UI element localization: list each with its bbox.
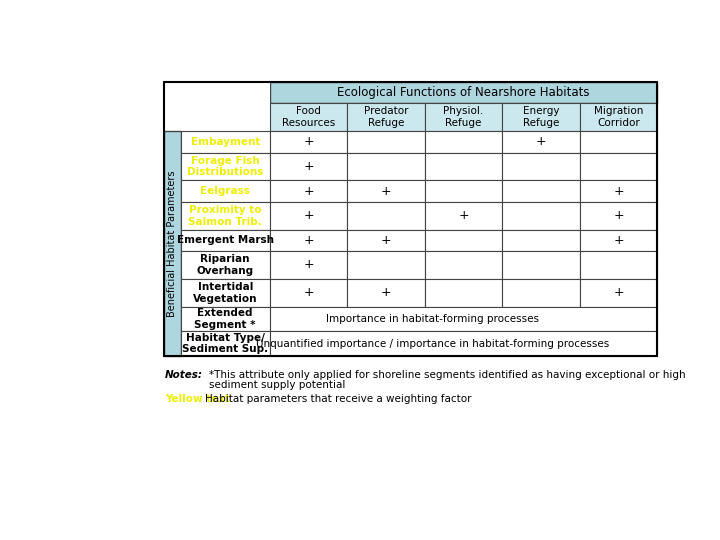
Text: +: + xyxy=(536,136,546,148)
Text: Beneficial Habitat Parameters: Beneficial Habitat Parameters xyxy=(167,170,177,316)
Text: +: + xyxy=(613,234,624,247)
Bar xyxy=(347,131,425,153)
Bar xyxy=(270,251,347,279)
Bar xyxy=(163,82,270,131)
Bar xyxy=(181,131,270,153)
Bar xyxy=(425,279,503,307)
Text: +: + xyxy=(613,185,624,198)
Bar xyxy=(425,153,503,180)
Bar xyxy=(163,82,657,356)
Bar xyxy=(503,279,580,307)
Bar xyxy=(503,180,580,202)
Bar xyxy=(580,153,657,180)
Bar xyxy=(270,230,347,251)
Bar xyxy=(580,131,657,153)
Text: +: + xyxy=(613,209,624,222)
Bar xyxy=(270,153,347,180)
Text: Yellow text: Yellow text xyxy=(165,394,230,404)
Bar xyxy=(181,153,270,180)
Text: Importance in habitat-forming processes: Importance in habitat-forming processes xyxy=(326,314,539,324)
Text: Eelgrass: Eelgrass xyxy=(200,186,250,196)
Bar xyxy=(270,131,347,153)
Text: +: + xyxy=(303,136,314,148)
Bar xyxy=(580,103,657,131)
Text: Notes:: Notes: xyxy=(165,370,203,380)
Bar xyxy=(347,230,425,251)
Text: +: + xyxy=(303,234,314,247)
Bar xyxy=(270,82,657,103)
Text: *This attribute only applied for shoreline segments identified as having excepti: *This attribute only applied for shoreli… xyxy=(209,370,685,380)
Text: Habitat Type/
Sediment Sup.: Habitat Type/ Sediment Sup. xyxy=(182,333,269,354)
Bar xyxy=(503,230,580,251)
Bar xyxy=(347,251,425,279)
Bar xyxy=(270,103,347,131)
Text: sediment supply potential: sediment supply potential xyxy=(209,381,345,390)
Bar xyxy=(270,307,657,331)
Text: +: + xyxy=(458,209,469,222)
Bar xyxy=(580,251,657,279)
Bar xyxy=(270,202,347,230)
Bar xyxy=(425,230,503,251)
Text: Riparian
Overhang: Riparian Overhang xyxy=(197,254,254,276)
Bar xyxy=(270,180,347,202)
Text: +: + xyxy=(303,185,314,198)
Text: Forage Fish
Distributions: Forage Fish Distributions xyxy=(187,156,264,177)
Bar xyxy=(181,202,270,230)
Bar xyxy=(580,230,657,251)
Bar xyxy=(503,251,580,279)
Bar xyxy=(580,180,657,202)
Text: +: + xyxy=(303,160,314,173)
Text: Embayment: Embayment xyxy=(191,137,260,147)
Text: +: + xyxy=(303,259,314,272)
Bar xyxy=(347,153,425,180)
Text: Emergent Marsh: Emergent Marsh xyxy=(176,235,274,245)
Text: +: + xyxy=(381,234,392,247)
Text: Migration
Corridor: Migration Corridor xyxy=(594,106,643,128)
Bar xyxy=(347,180,425,202)
Bar xyxy=(347,103,425,131)
Text: Unquantified importance / importance in habitat-forming processes: Unquantified importance / importance in … xyxy=(256,339,609,348)
Text: Extended
Segment *: Extended Segment * xyxy=(194,308,256,330)
Text: +: + xyxy=(381,185,392,198)
Text: +: + xyxy=(381,286,392,299)
Bar xyxy=(181,180,270,202)
Text: +: + xyxy=(303,286,314,299)
Bar xyxy=(425,103,503,131)
Bar xyxy=(425,251,503,279)
Bar xyxy=(425,202,503,230)
Bar xyxy=(270,279,347,307)
Text: Habitat parameters that receive a weighting factor: Habitat parameters that receive a weight… xyxy=(205,394,472,404)
Text: Intertidal
Vegetation: Intertidal Vegetation xyxy=(193,282,258,303)
Text: +: + xyxy=(613,286,624,299)
Bar xyxy=(270,331,657,356)
Bar xyxy=(503,103,580,131)
Bar xyxy=(503,153,580,180)
Bar xyxy=(580,279,657,307)
Bar xyxy=(425,131,503,153)
Text: +: + xyxy=(303,209,314,222)
Bar xyxy=(163,131,181,356)
Bar xyxy=(425,180,503,202)
Bar xyxy=(503,202,580,230)
Bar xyxy=(181,331,270,356)
Text: Proximity to
Salmon Trib.: Proximity to Salmon Trib. xyxy=(189,205,262,226)
Text: Predator
Refuge: Predator Refuge xyxy=(364,106,408,128)
Bar xyxy=(347,202,425,230)
Bar xyxy=(181,230,270,251)
Bar xyxy=(347,279,425,307)
Text: Ecological Functions of Nearshore Habitats: Ecological Functions of Nearshore Habita… xyxy=(337,86,590,99)
Bar xyxy=(181,307,270,331)
Text: Physiol.
Refuge: Physiol. Refuge xyxy=(444,106,484,128)
Bar xyxy=(181,279,270,307)
Bar xyxy=(580,202,657,230)
Bar xyxy=(181,251,270,279)
Bar xyxy=(503,131,580,153)
Text: Energy
Refuge: Energy Refuge xyxy=(523,106,559,128)
Text: Food
Resources: Food Resources xyxy=(282,106,336,128)
